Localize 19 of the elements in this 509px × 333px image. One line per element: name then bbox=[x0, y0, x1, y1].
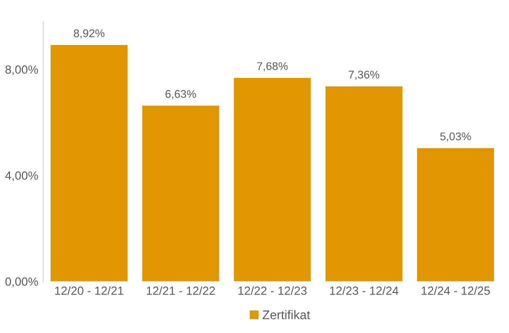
x-tick-label: 12/22 - 12/23 bbox=[238, 286, 307, 295]
y-tick-label: 0,00% bbox=[5, 277, 38, 288]
data-label: 7,68% bbox=[257, 62, 288, 72]
bar bbox=[234, 78, 311, 282]
x-tick-label: 12/24 - 12/25 bbox=[422, 286, 490, 295]
data-label: 7,36% bbox=[348, 70, 380, 80]
data-label: 8,92% bbox=[74, 29, 104, 39]
legend-label: Zertifikat bbox=[262, 310, 310, 320]
data-label: 6,63% bbox=[166, 90, 196, 100]
bar bbox=[50, 44, 128, 282]
data-label: 5,03% bbox=[440, 132, 471, 142]
x-tick-label: 12/20 - 12/21 bbox=[55, 286, 124, 295]
bar bbox=[142, 106, 220, 282]
x-tick-label: 12/23 - 12/24 bbox=[330, 286, 398, 295]
bar bbox=[417, 148, 494, 282]
y-tick-label: 8,00% bbox=[5, 65, 38, 76]
y-tick-label: 4,00% bbox=[5, 171, 38, 182]
x-tick-label: 12/21 - 12/22 bbox=[146, 286, 215, 295]
bar bbox=[325, 86, 402, 282]
